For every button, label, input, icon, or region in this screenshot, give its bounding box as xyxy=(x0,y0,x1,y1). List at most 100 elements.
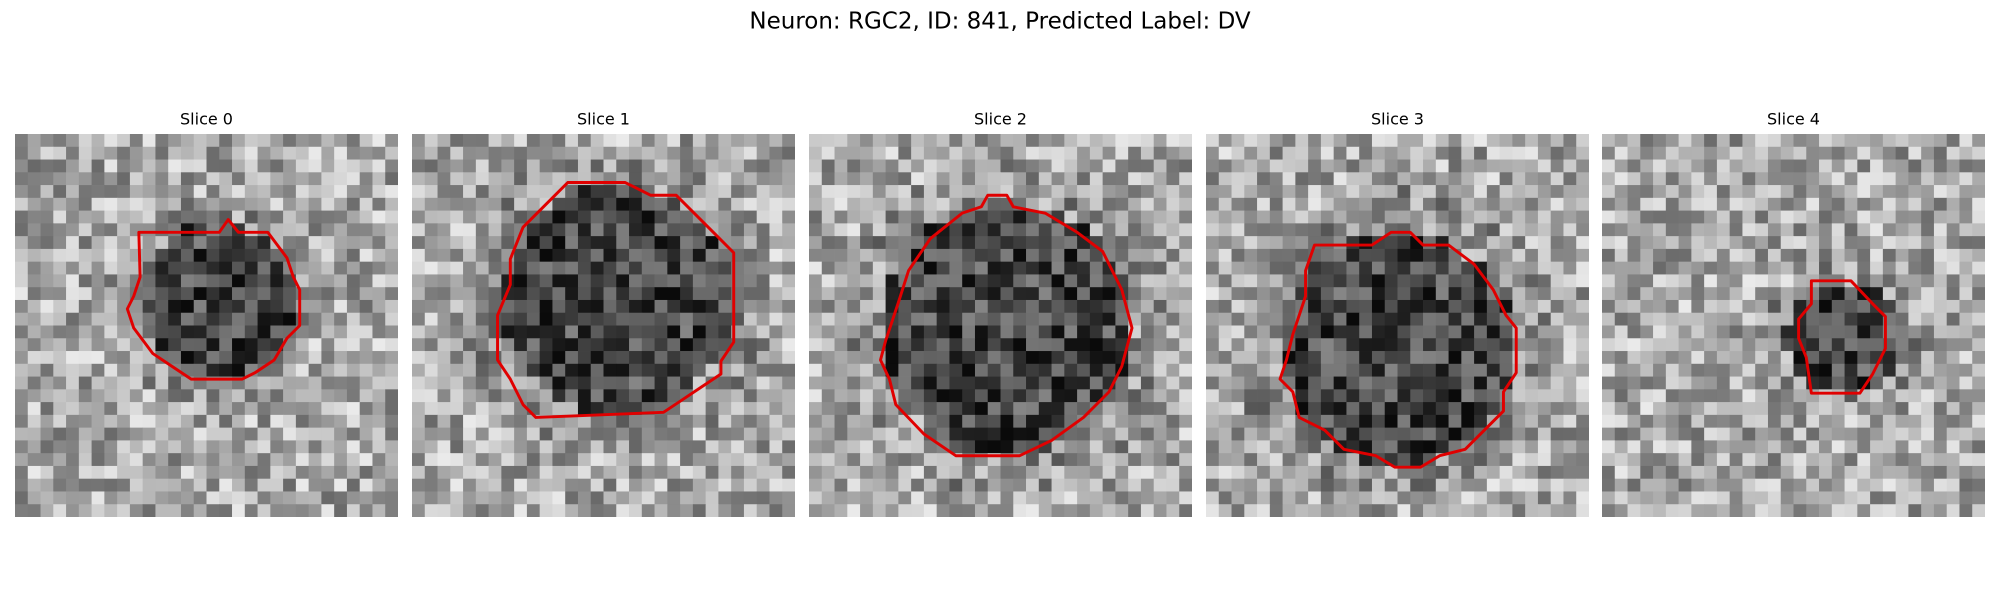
pixel xyxy=(1614,287,1628,301)
pixel xyxy=(78,134,92,148)
pixel xyxy=(1614,159,1628,173)
pixel xyxy=(1844,402,1858,416)
pixel xyxy=(1448,389,1462,403)
pixel xyxy=(1857,197,1871,211)
pixel xyxy=(705,389,719,403)
pixel xyxy=(1282,261,1296,275)
pixel xyxy=(514,351,528,365)
pixel xyxy=(117,236,131,250)
pixel xyxy=(1013,465,1027,480)
pixel xyxy=(834,299,848,314)
pixel xyxy=(1640,363,1654,377)
pixel xyxy=(1448,299,1462,314)
pixel xyxy=(78,185,92,199)
pixel xyxy=(283,504,297,517)
pixel xyxy=(923,134,938,148)
pixel xyxy=(1038,287,1052,301)
pixel xyxy=(1333,338,1347,352)
pixel xyxy=(821,414,835,429)
pixel xyxy=(1602,402,1616,416)
pixel xyxy=(1166,236,1180,250)
pixel xyxy=(1882,465,1897,480)
pixel xyxy=(718,325,732,339)
pixel xyxy=(1474,210,1488,224)
pixel xyxy=(756,363,770,377)
pixel xyxy=(923,146,938,160)
pixel xyxy=(898,134,912,148)
pixel xyxy=(514,185,528,199)
pixel xyxy=(860,363,874,377)
pixel xyxy=(641,312,655,326)
pixel xyxy=(1461,453,1475,467)
pixel xyxy=(1499,312,1513,326)
pixel xyxy=(1525,274,1539,288)
pixel xyxy=(962,172,976,186)
pixel xyxy=(1895,159,1909,173)
pixel xyxy=(565,440,579,454)
pixel xyxy=(1218,325,1232,339)
pixel xyxy=(1946,427,1960,441)
pixel xyxy=(129,223,144,237)
pixel xyxy=(1882,236,1897,250)
pixel xyxy=(1882,261,1897,275)
pixel xyxy=(1563,427,1577,441)
pixel xyxy=(1461,185,1475,199)
pixel xyxy=(1077,338,1091,352)
pixel xyxy=(1716,325,1731,339)
pixel xyxy=(514,248,528,263)
pixel xyxy=(1115,312,1129,326)
pixel xyxy=(1602,389,1616,403)
pixel xyxy=(809,312,823,326)
pixel xyxy=(1933,312,1948,326)
pixel xyxy=(898,325,912,339)
pixel xyxy=(718,402,732,416)
pixel xyxy=(680,236,694,250)
pixel xyxy=(155,210,169,224)
pixel xyxy=(270,185,284,199)
pixel xyxy=(412,427,426,441)
pixel xyxy=(334,363,348,377)
pixel xyxy=(552,478,566,492)
pixel xyxy=(53,172,67,186)
pixel xyxy=(1140,402,1155,416)
pixel xyxy=(117,159,131,173)
pixel xyxy=(1077,299,1091,314)
pixel xyxy=(1640,312,1654,326)
pixel xyxy=(40,210,54,224)
pixel xyxy=(667,146,681,160)
pixel xyxy=(168,274,182,288)
pixel xyxy=(53,491,67,505)
pixel xyxy=(1806,338,1820,352)
pixel xyxy=(1461,236,1475,250)
pixel xyxy=(1038,185,1052,199)
pixel xyxy=(1908,287,1922,301)
pixel xyxy=(514,261,528,275)
pixel xyxy=(1857,351,1871,365)
pixel xyxy=(1474,146,1488,160)
pixel xyxy=(1563,261,1577,275)
pixel xyxy=(244,465,258,480)
pixel xyxy=(821,287,835,301)
pixel xyxy=(834,197,848,211)
pixel xyxy=(104,134,118,148)
pixel xyxy=(244,402,258,416)
pixel xyxy=(1089,465,1104,480)
pixel xyxy=(40,223,54,237)
pixel xyxy=(974,402,989,416)
pixel xyxy=(962,299,976,314)
pixel xyxy=(1000,261,1014,275)
pixel xyxy=(244,440,258,454)
pixel xyxy=(1244,351,1258,365)
pixel xyxy=(1474,440,1488,454)
pixel xyxy=(463,504,477,517)
pixel xyxy=(1857,465,1871,480)
pixel xyxy=(232,312,246,326)
pixel xyxy=(1576,389,1589,403)
pixel xyxy=(1474,312,1488,326)
pixel xyxy=(1525,197,1539,211)
pixel xyxy=(1038,299,1052,314)
pixel xyxy=(1026,274,1040,288)
pixel xyxy=(232,261,246,275)
pixel xyxy=(962,440,976,454)
panel-title: Slice 4 xyxy=(1767,110,1820,129)
